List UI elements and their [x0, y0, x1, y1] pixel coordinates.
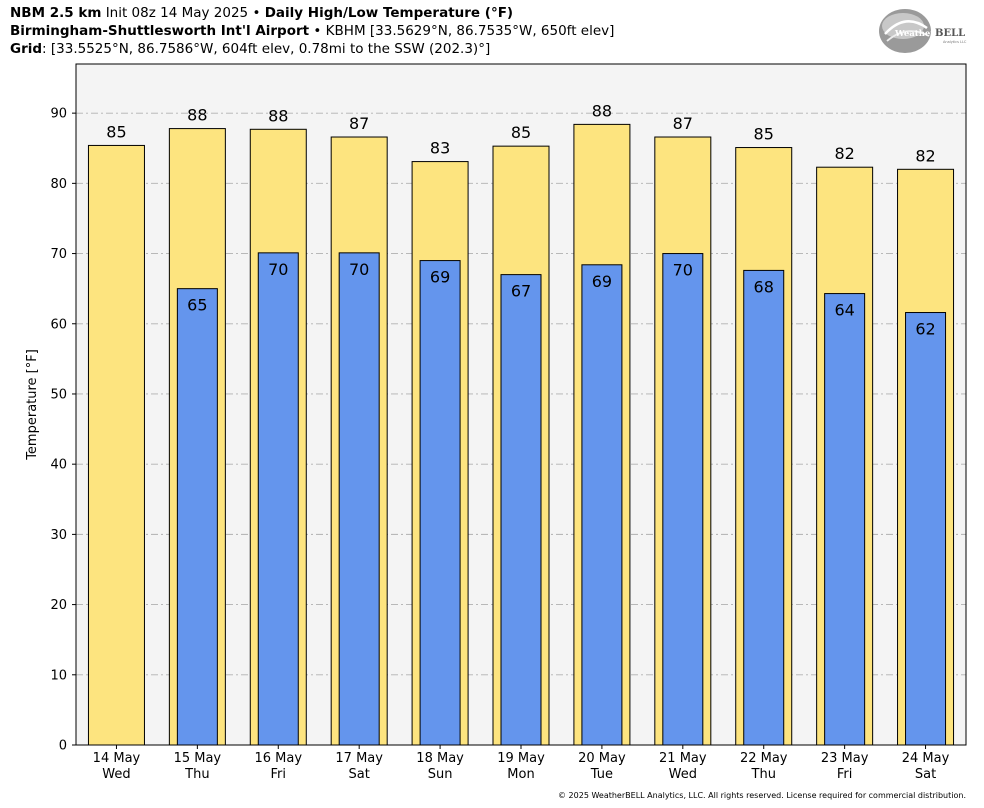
low-temp-bar: [338, 252, 380, 746]
init-time: Init 08z 14 May 2025: [105, 5, 249, 21]
high-temp-label: 85: [511, 123, 531, 142]
high-temp-label: 82: [915, 146, 935, 165]
plot-frame: [75, 63, 967, 746]
x-tick-label-date: 21 May: [659, 751, 707, 766]
grid-details: : [33.5525°N, 86.7586°W, 604ft elev, 0.7…: [42, 41, 491, 57]
y-tick-label: 40: [50, 458, 67, 473]
y-tick-label: 0: [59, 739, 67, 754]
x-tick-label-day: Thu: [184, 767, 209, 782]
station-name: Birmingham-Shuttlesworth Int'l Airport: [10, 23, 310, 39]
high-temp-label: 85: [106, 122, 126, 141]
y-tick-label: 20: [50, 598, 67, 613]
low-temp-bar: [419, 260, 461, 746]
low-temp-bar: [257, 252, 299, 746]
low-temp-label: 70: [673, 261, 693, 280]
header-line-1: NBM 2.5 km Init 08z 14 May 2025 • Daily …: [10, 4, 870, 22]
high-temp-label: 88: [187, 106, 207, 125]
chart-header: NBM 2.5 km Init 08z 14 May 2025 • Daily …: [10, 4, 870, 58]
y-tick-label: 70: [50, 247, 67, 262]
y-tick-label: 60: [50, 317, 67, 332]
header-line-3: Grid: [33.5525°N, 86.7586°W, 604ft elev,…: [10, 40, 870, 58]
low-temp-bar: [905, 312, 947, 746]
logo-subtext: Analytics LLC: [943, 40, 967, 44]
x-tick-label-date: 16 May: [254, 751, 302, 766]
high-temp-label: 83: [430, 139, 450, 158]
x-tick-label-day: Fri: [271, 767, 287, 782]
low-temp-bar: [662, 253, 704, 746]
low-temp-bar: [581, 264, 623, 746]
y-tick-label: 10: [50, 668, 67, 683]
y-tick-label: 80: [50, 177, 67, 192]
x-tick-label-date: 14 May: [93, 751, 141, 766]
high-temp-label: 87: [673, 114, 693, 133]
y-tick-label: 50: [50, 387, 67, 402]
high-temp-label: 85: [754, 125, 774, 144]
x-tick-label-day: Sat: [915, 767, 936, 782]
x-tick-label-date: 22 May: [740, 751, 788, 766]
high-temp-label: 88: [592, 101, 612, 120]
station-details: KBHM [33.5629°N, 86.7535°W, 650ft elev]: [325, 23, 615, 39]
x-tick-label-date: 18 May: [416, 751, 464, 766]
logo-text-weather: Weather: [894, 29, 935, 39]
y-axis-label: Temperature [°F]: [25, 349, 40, 461]
separator-bullet: •: [252, 5, 261, 21]
low-temp-label: 69: [592, 272, 612, 291]
low-temp-label: 65: [187, 296, 207, 315]
high-temp-label: 82: [834, 144, 854, 163]
x-tick-label-day: Wed: [669, 767, 697, 782]
x-tick-label-date: 15 May: [174, 751, 222, 766]
low-temp-label: 68: [754, 277, 774, 296]
x-tick-label-day: Tue: [590, 767, 613, 782]
logo-text-bell: BELL: [935, 28, 965, 39]
high-temp-label: 88: [268, 106, 288, 125]
x-tick-label-day: Sun: [428, 767, 453, 782]
grid-label: Grid: [10, 41, 43, 57]
logo-swirl-highlight: [882, 13, 924, 39]
product-title: Daily High/Low Temperature (°F): [264, 5, 514, 21]
x-tick-label-day: Fri: [837, 767, 853, 782]
low-temp-label: 70: [268, 260, 288, 279]
separator-bullet: •: [313, 23, 322, 39]
low-temp-label: 67: [511, 282, 531, 301]
x-tick-label-date: 23 May: [821, 751, 869, 766]
y-tick-label: 90: [50, 107, 67, 122]
x-tick-label-date: 20 May: [578, 751, 626, 766]
low-temp-bar: [176, 288, 218, 746]
y-tick-label: 30: [50, 528, 67, 543]
x-tick-label-day: Wed: [102, 767, 130, 782]
copyright-footer: © 2025 WeatherBELL Analytics, LLC. All r…: [558, 791, 966, 800]
low-temp-label: 64: [834, 301, 854, 320]
x-tick-label-date: 19 May: [497, 751, 545, 766]
low-temp-bar: [743, 269, 785, 746]
x-tick-label-day: Thu: [751, 767, 776, 782]
x-tick-label-day: Mon: [507, 767, 534, 782]
low-temp-label: 69: [430, 268, 450, 287]
low-temp-bar: [824, 293, 866, 746]
x-tick-label-date: 24 May: [902, 751, 950, 766]
header-line-2: Birmingham-Shuttlesworth Int'l Airport •…: [10, 22, 870, 40]
high-temp-label: 87: [349, 114, 369, 133]
x-tick-label-day: Sat: [349, 767, 370, 782]
high-temp-bar: [87, 144, 145, 746]
low-temp-bar: [500, 274, 542, 746]
logo-swirl-band: [886, 30, 930, 42]
low-temp-label: 62: [915, 320, 935, 339]
model-name: NBM 2.5 km: [10, 5, 102, 21]
weatherbell-logo: Weather BELL Analytics LLC: [879, 9, 967, 53]
logo-swirl-band: [884, 20, 928, 35]
x-tick-label-date: 17 May: [335, 751, 383, 766]
low-temp-label: 70: [349, 260, 369, 279]
